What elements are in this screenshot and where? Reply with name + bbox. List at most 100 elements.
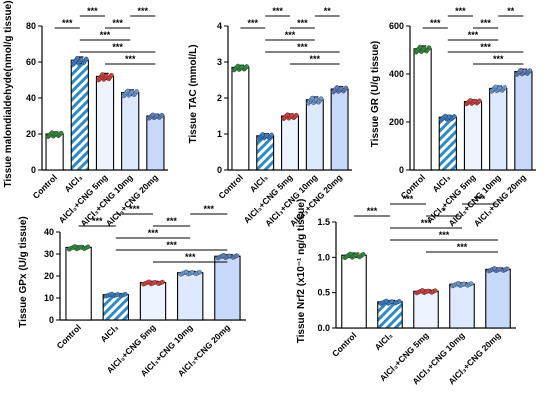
data-point	[72, 244, 78, 249]
data-point	[477, 98, 482, 104]
x-tick-label: Control	[330, 330, 358, 358]
significance-label: ***	[475, 194, 486, 204]
data-point	[334, 85, 340, 90]
data-point	[146, 279, 152, 285]
bar-4	[121, 92, 140, 171]
data-point	[432, 288, 438, 293]
bar-3	[413, 290, 439, 329]
y-axis-label: Tissue Nrf2 (x10⁻¹ ng/g tissue)	[296, 199, 307, 344]
bar-1	[231, 66, 250, 171]
data-point	[122, 291, 128, 297]
data-point	[159, 112, 165, 118]
bar-5	[514, 71, 533, 171]
data-point	[338, 86, 344, 91]
y-tick-label: 1	[217, 129, 222, 139]
bar-5	[485, 268, 511, 329]
data-point	[493, 84, 498, 90]
data-point	[152, 280, 158, 285]
y-tick-label: 4	[217, 21, 222, 31]
significance-label: ***	[129, 204, 140, 214]
y-tick-label: 40	[44, 227, 54, 237]
x-tick-label: AlCl₃	[62, 172, 84, 194]
bar-4	[449, 283, 475, 329]
data-point	[129, 89, 134, 95]
bar-2	[256, 135, 275, 171]
bar-3	[463, 101, 483, 171]
bar-2	[70, 59, 89, 171]
significance-label: ***	[87, 6, 98, 16]
bar-4	[489, 87, 508, 171]
x-tick-label: Control	[55, 322, 83, 350]
significance-label: ***	[468, 30, 479, 40]
data-point	[318, 96, 324, 101]
data-point	[442, 113, 448, 119]
data-point	[134, 89, 139, 94]
data-point	[260, 132, 265, 137]
y-axis-label: Tissue TAC (mmol/L)	[188, 44, 199, 143]
x-tick-label: Control	[31, 172, 59, 200]
significance-label: ***	[204, 204, 215, 214]
significance-label: ***	[62, 18, 73, 28]
data-point	[189, 270, 195, 275]
data-point	[264, 133, 269, 138]
chart-panel-1: 0 20 40 60 80 Tissue malondialdehyde(nmol/g t…	[3, 0, 168, 228]
significance-label: ***	[166, 216, 177, 226]
data-point	[150, 112, 156, 118]
significance-label: ***	[457, 242, 468, 252]
data-point	[109, 291, 115, 297]
y-tick-label: 400	[389, 69, 404, 79]
data-point	[100, 72, 105, 77]
data-point	[451, 114, 457, 119]
significance-label: ***	[138, 6, 149, 16]
data-point	[49, 130, 55, 136]
significance-label: ***	[367, 206, 378, 216]
significance-label: *	[442, 206, 446, 216]
data-point	[285, 112, 290, 118]
x-tick-label: AlCl₃	[373, 330, 395, 352]
y-tick-label: 20	[26, 129, 36, 139]
data-point	[109, 72, 114, 78]
data-point	[420, 288, 425, 293]
bar-1	[65, 246, 92, 321]
y-axis-label: Tissue GPx (U/g tissue)	[18, 216, 29, 328]
data-point	[426, 45, 432, 50]
significance-label: ***	[480, 18, 491, 28]
data-point	[461, 281, 467, 287]
data-point	[468, 281, 474, 286]
data-point	[421, 45, 427, 51]
data-point	[492, 266, 497, 271]
data-point	[348, 251, 353, 257]
significance-label: **	[324, 6, 332, 16]
bar-5	[146, 115, 165, 171]
data-point	[53, 131, 59, 136]
y-tick-label: 0	[49, 315, 54, 325]
data-point	[389, 299, 395, 304]
x-tick-label: Control	[216, 172, 244, 200]
significance-label: ***	[297, 42, 308, 52]
y-tick-label: 0.5	[317, 288, 330, 298]
data-point	[313, 96, 319, 102]
data-point	[456, 281, 461, 286]
data-point	[396, 298, 402, 304]
bar-3	[139, 282, 167, 321]
data-point	[160, 279, 165, 285]
data-point	[58, 130, 64, 136]
y-tick-label: 0.0	[317, 323, 330, 333]
y-tick-label: 60	[26, 57, 36, 67]
y-tick-label: 20	[44, 271, 54, 281]
x-tick-label: AlCl₃	[98, 322, 120, 344]
significance-label: ***	[493, 54, 504, 64]
y-tick-label: 0	[217, 165, 222, 175]
y-tick-label: 600	[389, 21, 404, 31]
data-point	[343, 85, 349, 91]
data-point	[85, 244, 91, 250]
x-tick-label: AlCl₃	[430, 172, 452, 194]
data-point	[497, 85, 502, 91]
data-point	[288, 113, 294, 118]
chart-panel-4: 0 10 20 30 40 Tissue GPx (U/g tissue) Control A…	[18, 204, 246, 378]
y-tick-label: 80	[26, 21, 36, 31]
data-point	[125, 88, 130, 94]
y-tick-label: 10	[44, 293, 54, 303]
data-point	[384, 298, 389, 304]
